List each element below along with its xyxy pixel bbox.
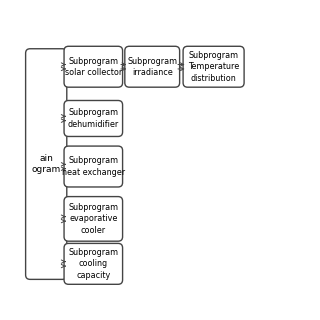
FancyBboxPatch shape — [64, 196, 123, 241]
Text: Subprogram
irradiance: Subprogram irradiance — [127, 57, 177, 77]
Text: Subprogram
cooling
capacity: Subprogram cooling capacity — [68, 248, 118, 280]
FancyBboxPatch shape — [64, 46, 123, 87]
Text: Subprogram
evaporative
cooler: Subprogram evaporative cooler — [68, 203, 118, 235]
FancyBboxPatch shape — [64, 146, 123, 187]
Text: Subprogram
heat exchanger: Subprogram heat exchanger — [62, 156, 125, 177]
FancyBboxPatch shape — [26, 49, 67, 279]
FancyBboxPatch shape — [125, 46, 180, 87]
Text: ain
ogram: ain ogram — [32, 154, 61, 174]
Text: Subprogram
dehumidifier: Subprogram dehumidifier — [68, 108, 119, 129]
FancyBboxPatch shape — [183, 46, 244, 87]
FancyBboxPatch shape — [64, 244, 123, 284]
Text: Subprogram
Temperature
distribution: Subprogram Temperature distribution — [188, 51, 239, 83]
Text: Subprogram
solar collector: Subprogram solar collector — [65, 57, 122, 77]
FancyBboxPatch shape — [64, 100, 123, 136]
